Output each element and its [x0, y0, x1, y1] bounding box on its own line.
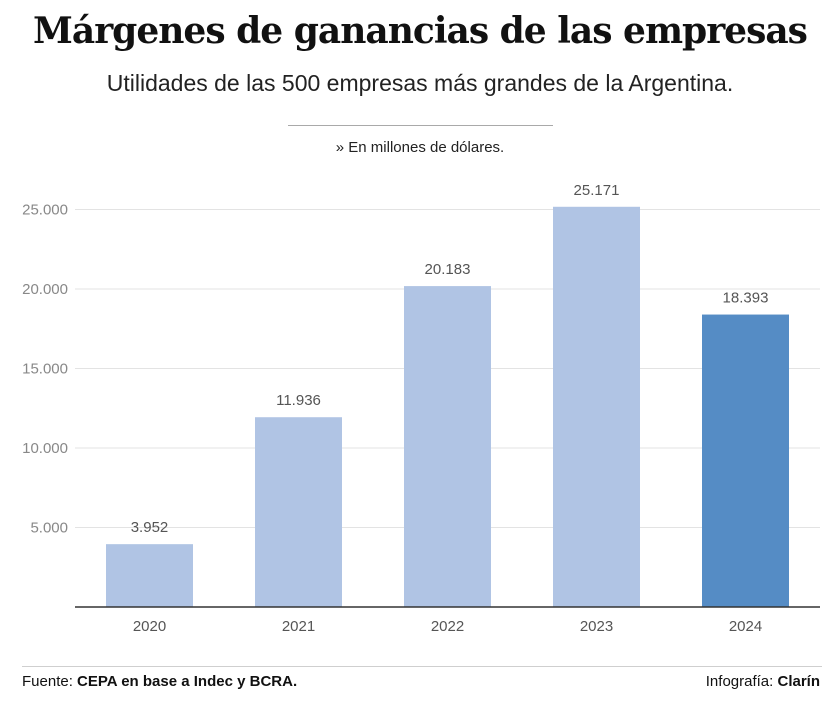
x-tick-label: 2020	[133, 618, 166, 635]
x-tick-label: 2024	[729, 618, 762, 635]
chart-title: Márgenes de ganancias de las empresas	[33, 10, 808, 52]
bar-2024	[702, 314, 789, 607]
credit-text: Clarín	[777, 673, 820, 690]
x-tick-label: 2023	[580, 618, 613, 635]
y-tick-label: 25.000	[22, 202, 68, 219]
y-tick-label: 20.000	[22, 281, 68, 298]
y-axis: 5.000 10.000 15.000 20.000 25.000	[22, 202, 68, 537]
credit-prefix: Infografía:	[705, 673, 778, 690]
footer-divider	[22, 666, 822, 667]
bar-value-label: 3.952	[131, 519, 169, 536]
bar-2020	[106, 544, 193, 607]
bar-value-label: 11.936	[276, 392, 321, 409]
header-divider	[288, 125, 553, 126]
bar-value-label: 25.171	[574, 182, 620, 199]
bar-chart: 5.000 10.000 15.000 20.000 25.000 3.952 11.93…	[22, 182, 820, 635]
bar-2022	[404, 286, 491, 607]
y-tick-label: 15.000	[22, 361, 68, 378]
bar-value-label: 18.393	[723, 290, 769, 307]
source-line: Fuente: CEPA en base a Indec y BCRA.	[22, 673, 297, 690]
chart-subtitle: Utilidades de las 500 empresas más grand…	[106, 70, 734, 96]
y-tick-label: 5.000	[30, 520, 68, 537]
units-note: » En millones de dólares.	[335, 139, 505, 156]
bar-2021	[255, 417, 342, 607]
x-tick-label: 2021	[282, 618, 315, 635]
source-prefix: Fuente:	[22, 673, 78, 690]
x-tick-label: 2022	[431, 618, 464, 635]
y-tick-label: 10.000	[22, 440, 68, 457]
bars: 3.952 11.936 20.183 25.171 18.393	[106, 182, 789, 607]
x-axis: 2020 2021 2022 2023 2024	[75, 606, 820, 635]
credit-line: Infografía: Clarín	[706, 673, 820, 690]
bar-2023	[553, 206, 640, 607]
source-text: CEPA en base a Indec y BCRA.	[77, 673, 298, 690]
bar-value-label: 20.183	[425, 261, 471, 278]
